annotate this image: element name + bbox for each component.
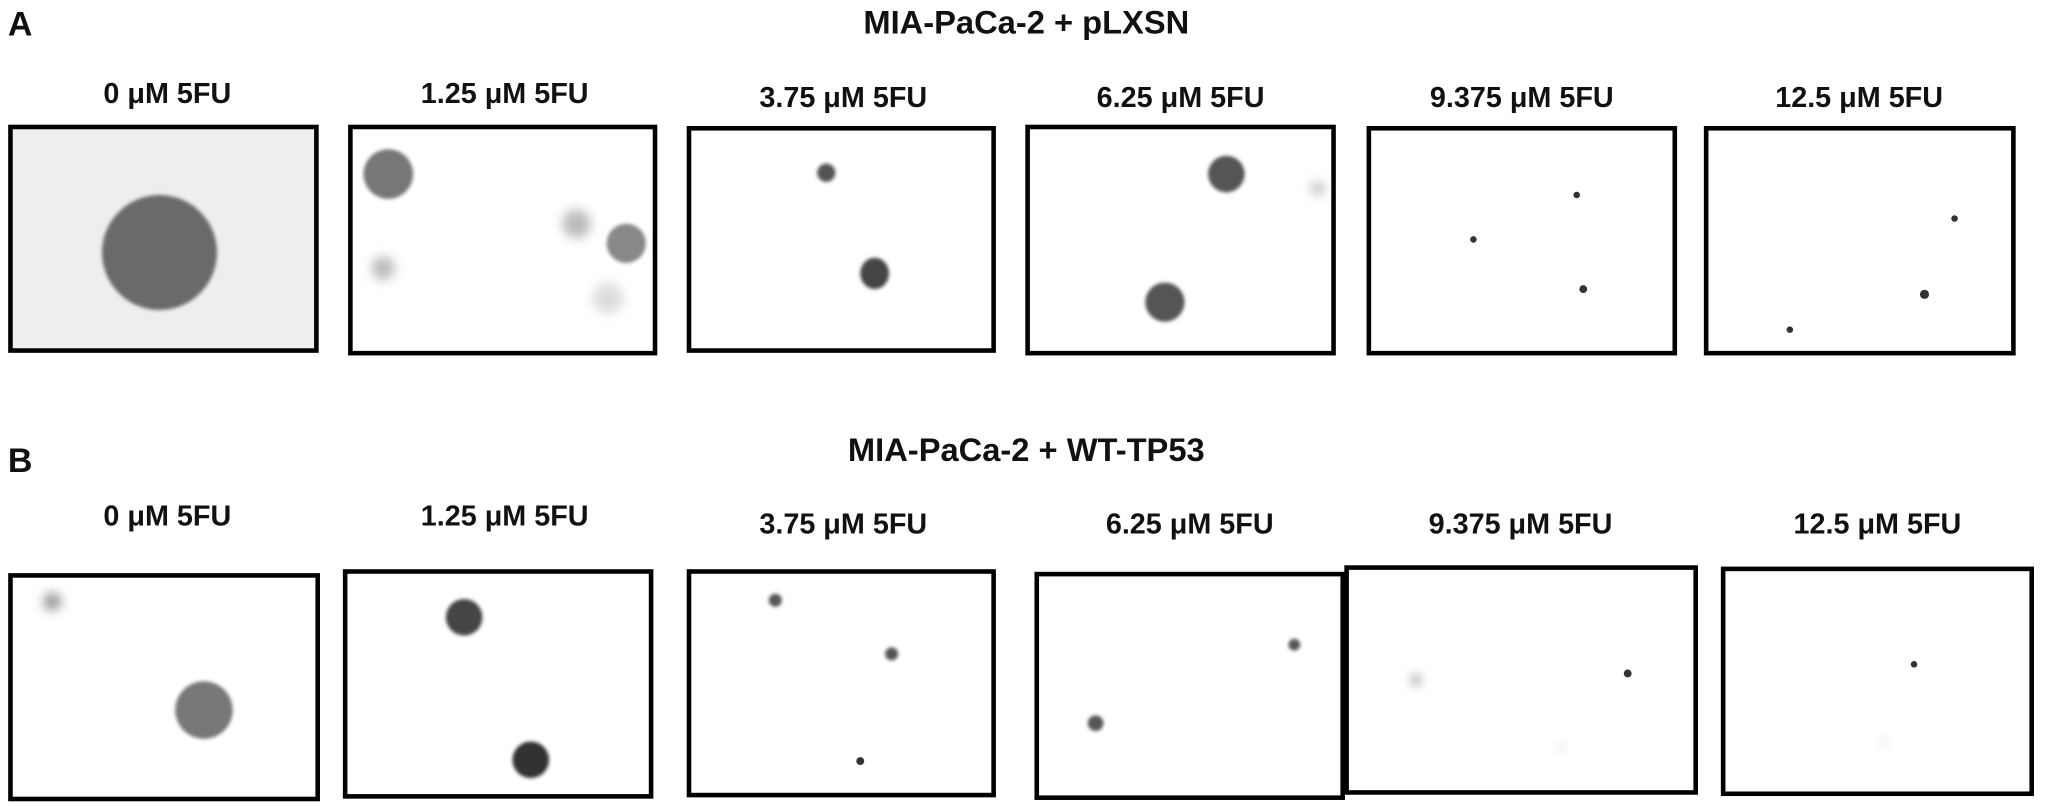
panel-a: A MIA-PaCa-2 + pLXSN 0 μM 5FU 1.25 μM 5F… [8,4,2016,356]
dose-label: 6.25 μM 5FU [1106,508,1274,540]
dose-label: 0 μM 5FU [103,500,231,532]
dose-label: 3.75 μM 5FU [759,508,927,540]
colony [363,149,414,199]
colony [1573,191,1580,199]
haze [1311,181,1325,195]
colony [856,757,865,765]
colony [1470,236,1477,243]
colony [101,194,218,311]
dose-label: 3.75 μM 5FU [759,82,927,114]
image-frame [1344,565,1698,795]
haze [371,256,395,280]
panel-letter: A [8,5,33,43]
colony [606,223,646,263]
panel-b: B MIA-PaCa-2 + WT-TP53 0 μM 5FU 1.25 μM … [8,431,2034,802]
dose-label: 12.5 μM 5FU [1794,508,1962,540]
colony [768,593,782,607]
haze [1881,738,1887,745]
image-frame [342,569,654,799]
dose-label: 0 μM 5FU [103,78,231,110]
dose-label: 9.375 μM 5FU [1429,508,1613,540]
image-frame [1034,571,1345,800]
haze [562,209,591,239]
colony [1288,638,1301,651]
haze [592,282,624,314]
colony [1910,661,1918,668]
colony [860,257,890,290]
image-frame [8,573,320,802]
haze [43,592,62,611]
image-frame [686,126,996,353]
colony [175,681,233,739]
colony [817,163,836,182]
dose-label: 9.375 μM 5FU [1430,82,1614,114]
dose-label: 6.25 μM 5FU [1097,82,1265,114]
image-frame [1720,566,2034,797]
colony [445,598,483,636]
image-frame [1703,126,2016,356]
haze [1558,744,1564,750]
image-frame [1366,126,1678,356]
colony [1087,715,1104,732]
colony [1919,289,1930,299]
colony [885,647,899,661]
colony [1145,282,1185,322]
haze [1410,674,1422,686]
colony [1208,155,1245,193]
colony [512,741,550,779]
dose-label: 1.25 μM 5FU [421,78,589,110]
panel-letter: B [8,442,33,480]
panel-title: MIA-PaCa-2 + WT-TP53 [848,431,1205,468]
panel-title: MIA-PaCa-2 + pLXSN [863,4,1189,41]
colony [1579,285,1588,294]
image-frame [686,569,996,798]
colony [1786,326,1794,333]
dose-label: 12.5 μM 5FU [1775,82,1943,114]
colony [1623,669,1632,678]
colony [1951,215,1958,222]
dose-label: 1.25 μM 5FU [421,500,589,532]
image-frame [1025,124,1336,356]
